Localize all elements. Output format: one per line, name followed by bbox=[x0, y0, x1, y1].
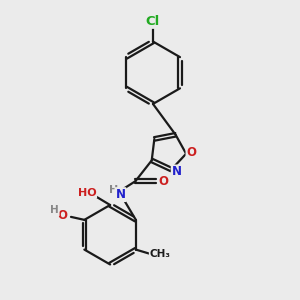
Text: H: H bbox=[109, 185, 118, 195]
Text: O: O bbox=[57, 209, 67, 222]
Text: N: N bbox=[172, 166, 182, 178]
Text: CH₃: CH₃ bbox=[150, 249, 171, 259]
Text: N: N bbox=[116, 188, 125, 201]
Text: O: O bbox=[159, 175, 169, 188]
Text: O: O bbox=[187, 146, 196, 159]
Text: Cl: Cl bbox=[146, 15, 160, 28]
Text: HO: HO bbox=[78, 188, 96, 197]
Text: H: H bbox=[50, 206, 59, 215]
